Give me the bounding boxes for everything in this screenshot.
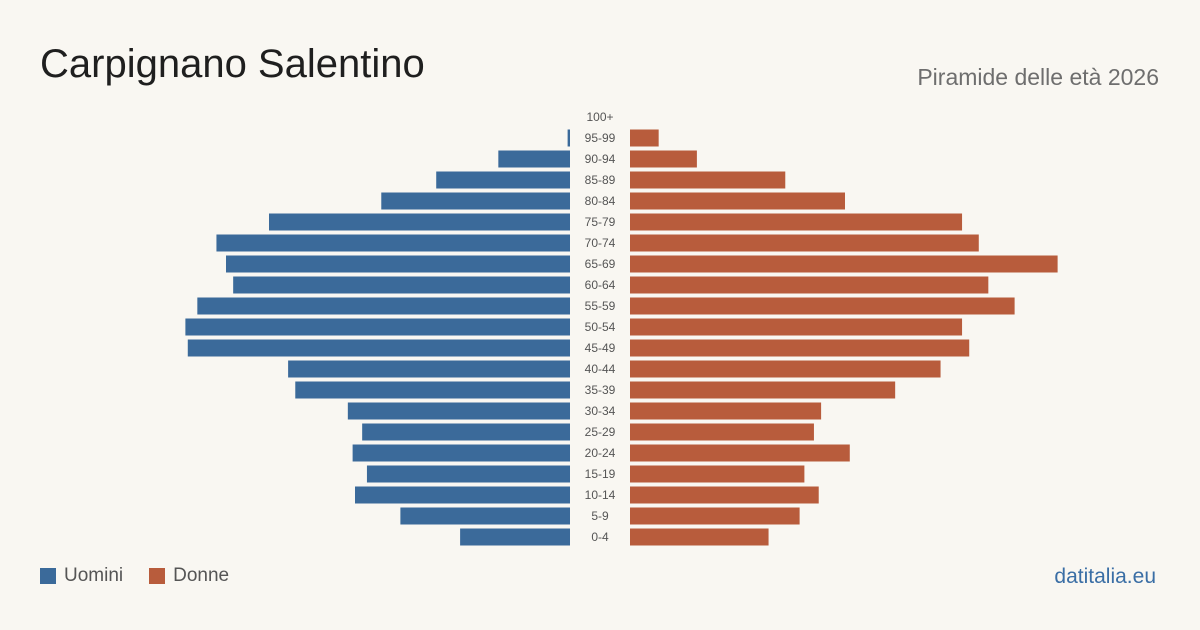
legend: Uomini Donne bbox=[40, 565, 255, 587]
age-label: 40-44 bbox=[585, 362, 616, 376]
legend-label-women: Donne bbox=[173, 565, 230, 586]
bar-women bbox=[630, 213, 963, 231]
bar-women bbox=[630, 150, 697, 168]
bar-women bbox=[630, 276, 989, 294]
bar-men bbox=[381, 192, 570, 210]
bar-men bbox=[498, 150, 570, 168]
age-label: 25-29 bbox=[585, 425, 616, 439]
legend-item-men: Uomini bbox=[40, 565, 123, 587]
age-label: 75-79 bbox=[585, 215, 616, 229]
bar-men bbox=[400, 507, 570, 525]
bar-men bbox=[460, 528, 570, 546]
bar-women bbox=[630, 465, 805, 483]
bar-men bbox=[269, 213, 570, 231]
age-label: 80-84 bbox=[585, 194, 616, 208]
age-label: 100+ bbox=[586, 110, 613, 124]
bar-women bbox=[630, 360, 941, 378]
bar-men bbox=[352, 444, 570, 462]
legend-item-women: Donne bbox=[149, 565, 229, 587]
bar-men bbox=[226, 255, 570, 273]
age-label: 15-19 bbox=[585, 467, 616, 481]
bar-men bbox=[366, 465, 570, 483]
age-label: 0-4 bbox=[591, 530, 609, 544]
age-label: 10-14 bbox=[585, 488, 616, 502]
bar-men bbox=[197, 297, 571, 315]
bar-women bbox=[630, 339, 970, 357]
legend-label-men: Uomini bbox=[64, 565, 124, 586]
bar-women bbox=[630, 318, 963, 336]
age-label: 65-69 bbox=[585, 257, 616, 271]
bar-women bbox=[630, 444, 850, 462]
bar-women bbox=[630, 192, 845, 210]
age-label: 70-74 bbox=[585, 236, 616, 250]
bar-women bbox=[630, 423, 814, 441]
bar-women bbox=[630, 486, 819, 504]
bar-men bbox=[216, 234, 570, 252]
bar-women bbox=[630, 255, 1058, 273]
source-link[interactable]: datitalia.eu bbox=[1054, 565, 1156, 588]
age-label: 95-99 bbox=[585, 131, 616, 145]
bar-men bbox=[185, 318, 570, 336]
age-label: 35-39 bbox=[585, 383, 616, 397]
chart-subtitle: Piramide delle età 2026 bbox=[917, 64, 1159, 90]
age-label: 60-64 bbox=[585, 278, 616, 292]
bar-men bbox=[355, 486, 570, 504]
bar-women bbox=[630, 234, 979, 252]
bar-men bbox=[233, 276, 570, 294]
bar-men bbox=[187, 339, 570, 357]
age-label: 45-49 bbox=[585, 341, 616, 355]
bar-men bbox=[436, 171, 570, 189]
age-label: 90-94 bbox=[585, 152, 616, 166]
age-label: 20-24 bbox=[585, 446, 616, 460]
bar-women bbox=[630, 402, 822, 420]
bar-women bbox=[630, 381, 896, 399]
legend-swatch-men bbox=[40, 568, 56, 584]
bar-men bbox=[288, 360, 570, 378]
bar-women bbox=[630, 129, 659, 147]
bar-men bbox=[347, 402, 570, 420]
legend-swatch-women bbox=[149, 568, 166, 584]
age-label: 5-9 bbox=[591, 509, 609, 523]
age-label: 30-34 bbox=[585, 404, 616, 418]
bar-men bbox=[362, 423, 570, 441]
bar-women bbox=[630, 507, 800, 525]
bar-women bbox=[630, 528, 769, 546]
bar-men bbox=[567, 129, 570, 147]
bar-women bbox=[630, 171, 786, 189]
bar-women bbox=[630, 297, 1015, 315]
bar-men bbox=[295, 381, 570, 399]
age-label: 50-54 bbox=[585, 320, 616, 334]
age-label: 85-89 bbox=[585, 173, 616, 187]
age-label: 55-59 bbox=[585, 299, 616, 313]
chart-title: Carpignano Salentino bbox=[40, 42, 425, 86]
